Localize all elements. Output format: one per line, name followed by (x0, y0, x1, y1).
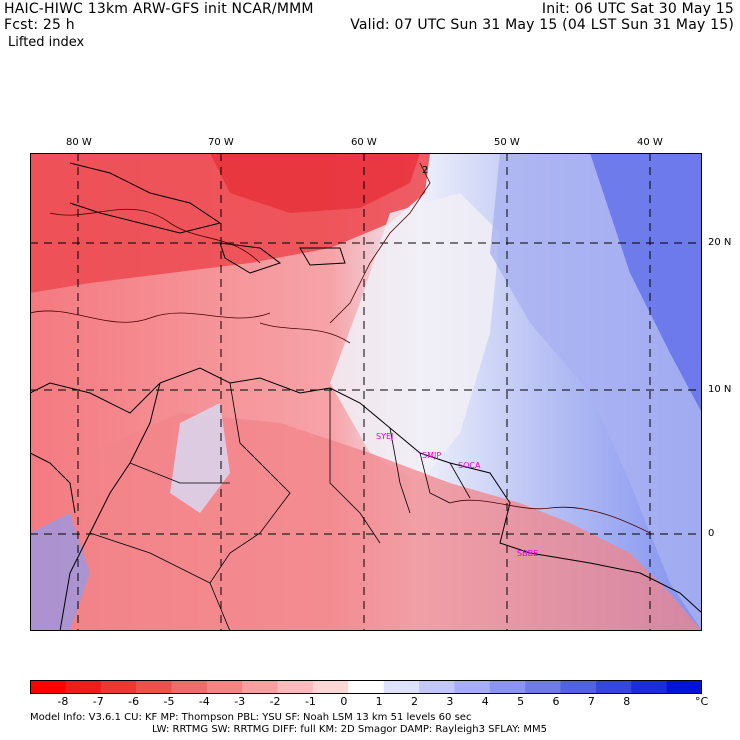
valid-time: Valid: 07 UTC Sun 31 May 15 (04 LST Sun … (350, 17, 734, 33)
lon-label-40w: 40 W (637, 137, 663, 148)
colorbar-label: 4 (481, 695, 489, 708)
graticule (30, 153, 702, 631)
station-sbbe: SBBE (517, 549, 538, 558)
contours (30, 162, 651, 534)
colorbar-label: 1 (375, 695, 383, 708)
colorbar-label: 6 (552, 695, 560, 708)
colorbar-label: -5 (163, 695, 175, 708)
colorbar-label: 5 (517, 695, 525, 708)
colorbar-cell (100, 680, 137, 694)
colorbar-cell (525, 680, 562, 694)
colorbar-label: 7 (587, 695, 595, 708)
colorbar-label: 2 (411, 695, 419, 708)
colorbar-cell (489, 680, 526, 694)
colorbar-label: 0 (340, 695, 348, 708)
colorbar-cell (312, 680, 349, 694)
colorbar-cell (171, 680, 208, 694)
model-info-line2: LW: RRTMG SW: RRTMG DIFF: full KM: 2D Sm… (152, 724, 548, 735)
colorbar-cell (65, 680, 102, 694)
colorbar-cell (242, 680, 279, 694)
station-soca: SOCA (458, 461, 481, 470)
colorbar-cell (595, 680, 632, 694)
colorbar-unit: °C (695, 695, 709, 708)
colorbar (30, 680, 702, 694)
colorbar-cell (419, 680, 455, 694)
colorbar-cell (206, 680, 243, 694)
station-smjp: SMJP (422, 451, 441, 460)
colorbar-label: -6 (128, 695, 140, 708)
field-pacific-positive (30, 513, 90, 631)
borders (89, 382, 471, 631)
field-name: Lifted index (8, 35, 85, 50)
colorbar-label: -4 (198, 695, 210, 708)
lat-label-10n: 10 N (708, 384, 732, 395)
field-andes-positive (170, 403, 230, 513)
lon-label-70w: 70 W (208, 137, 234, 148)
station-syej: SYEJ (376, 432, 393, 441)
field-strongest-negative (210, 153, 420, 213)
station-labels: SYEJ SMJP SOCA SBBE (376, 432, 538, 558)
title-model: HAIC-HIWC 13km ARW-GFS init NCAR/MMM (4, 1, 314, 17)
colorbar-cell (454, 680, 491, 694)
lon-label-60w: 60 W (351, 137, 377, 148)
colorbar-label: -3 (234, 695, 246, 708)
map-frame (30, 153, 702, 631)
colorbar-label: -7 (92, 695, 104, 708)
field-neutral-band (330, 193, 500, 483)
lon-label-50w: 50 W (494, 137, 520, 148)
field-strong-positive (590, 153, 702, 413)
colorbar-label: 3 (446, 695, 454, 708)
colorbar-cell (666, 680, 702, 694)
colorbar-label: -1 (304, 695, 316, 708)
colorbar-cell (383, 680, 420, 694)
lat-label-0: 0 (708, 528, 715, 539)
lon-label-80w: 80 W (66, 137, 92, 148)
model-info-line1: Model Info: V3.6.1 CU: KF MP: Thompson P… (30, 712, 472, 723)
colorbar-label: -8 (57, 695, 69, 708)
colorbar-label: 8 (623, 695, 631, 708)
init-time: Init: 06 UTC Sat 30 May 15 (541, 1, 734, 17)
forecast-hour: Fcst: 25 h (4, 17, 75, 33)
lat-label-20n: 20 N (708, 237, 732, 248)
coastlines (30, 162, 702, 631)
colorbar-cell (136, 680, 172, 694)
lifted-index-map: 2 SYEJ SMJP SOCA SBBE (30, 153, 702, 631)
colorbar-label: -2 (269, 695, 281, 708)
colorbar-cell (277, 680, 314, 694)
colorbar-cell (348, 680, 385, 694)
contour-label: 2 (422, 165, 428, 176)
colorbar-cell (560, 680, 597, 694)
colorbar-cell (631, 680, 668, 694)
colorbar-cell (30, 680, 66, 694)
